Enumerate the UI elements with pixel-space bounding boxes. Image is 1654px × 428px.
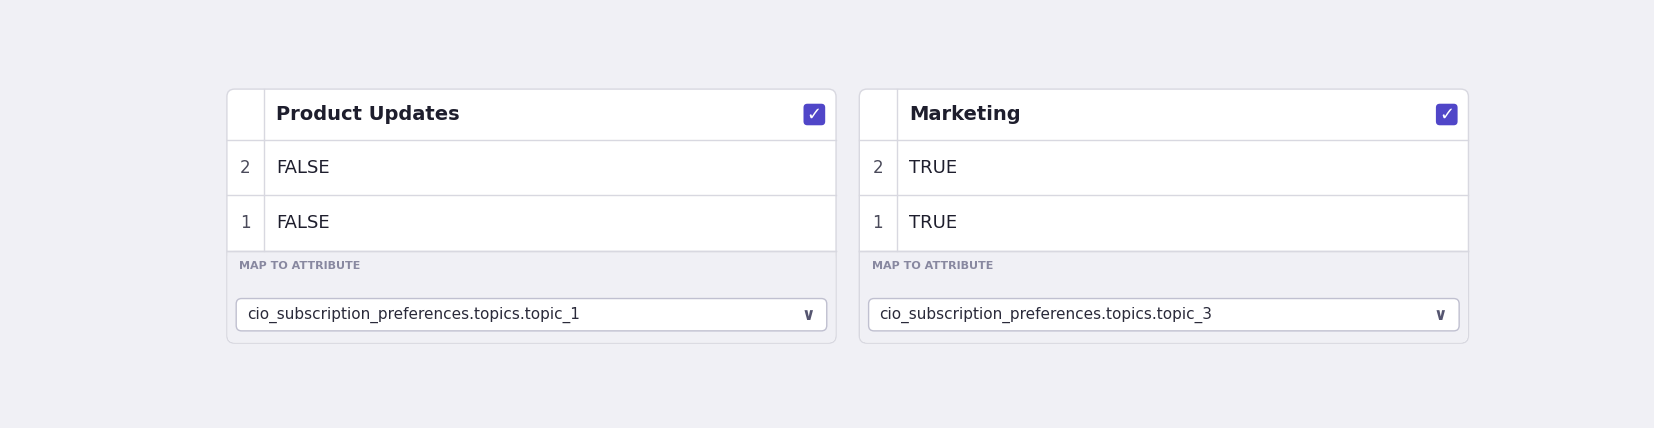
Text: 1: 1	[873, 214, 883, 232]
Text: 2: 2	[873, 159, 883, 177]
Text: cio_subscription_preferences.topics.topic_1: cio_subscription_preferences.topics.topi…	[246, 306, 581, 323]
FancyBboxPatch shape	[228, 251, 835, 342]
Text: FALSE: FALSE	[276, 214, 331, 232]
Text: MAP TO ATTRIBUTE: MAP TO ATTRIBUTE	[240, 261, 361, 271]
Text: ∨: ∨	[802, 306, 815, 324]
Text: Product Updates: Product Updates	[276, 105, 460, 124]
FancyBboxPatch shape	[860, 251, 1467, 297]
FancyBboxPatch shape	[860, 89, 1469, 343]
Text: ✓: ✓	[1439, 105, 1454, 124]
Text: 2: 2	[240, 159, 251, 177]
FancyBboxPatch shape	[1436, 104, 1457, 125]
FancyBboxPatch shape	[804, 104, 825, 125]
Text: cio_subscription_preferences.topics.topic_3: cio_subscription_preferences.topics.topi…	[880, 306, 1212, 323]
Text: TRUE: TRUE	[910, 214, 958, 232]
Text: TRUE: TRUE	[910, 159, 958, 177]
Text: Marketing: Marketing	[910, 105, 1021, 124]
Text: ∨: ∨	[1434, 306, 1447, 324]
Text: FALSE: FALSE	[276, 159, 331, 177]
FancyBboxPatch shape	[237, 299, 827, 331]
Text: 1: 1	[240, 214, 251, 232]
FancyBboxPatch shape	[860, 251, 1467, 342]
Text: MAP TO ATTRIBUTE: MAP TO ATTRIBUTE	[872, 261, 992, 271]
FancyBboxPatch shape	[868, 299, 1459, 331]
Text: ✓: ✓	[807, 105, 822, 124]
FancyBboxPatch shape	[228, 251, 835, 297]
FancyBboxPatch shape	[227, 89, 835, 343]
